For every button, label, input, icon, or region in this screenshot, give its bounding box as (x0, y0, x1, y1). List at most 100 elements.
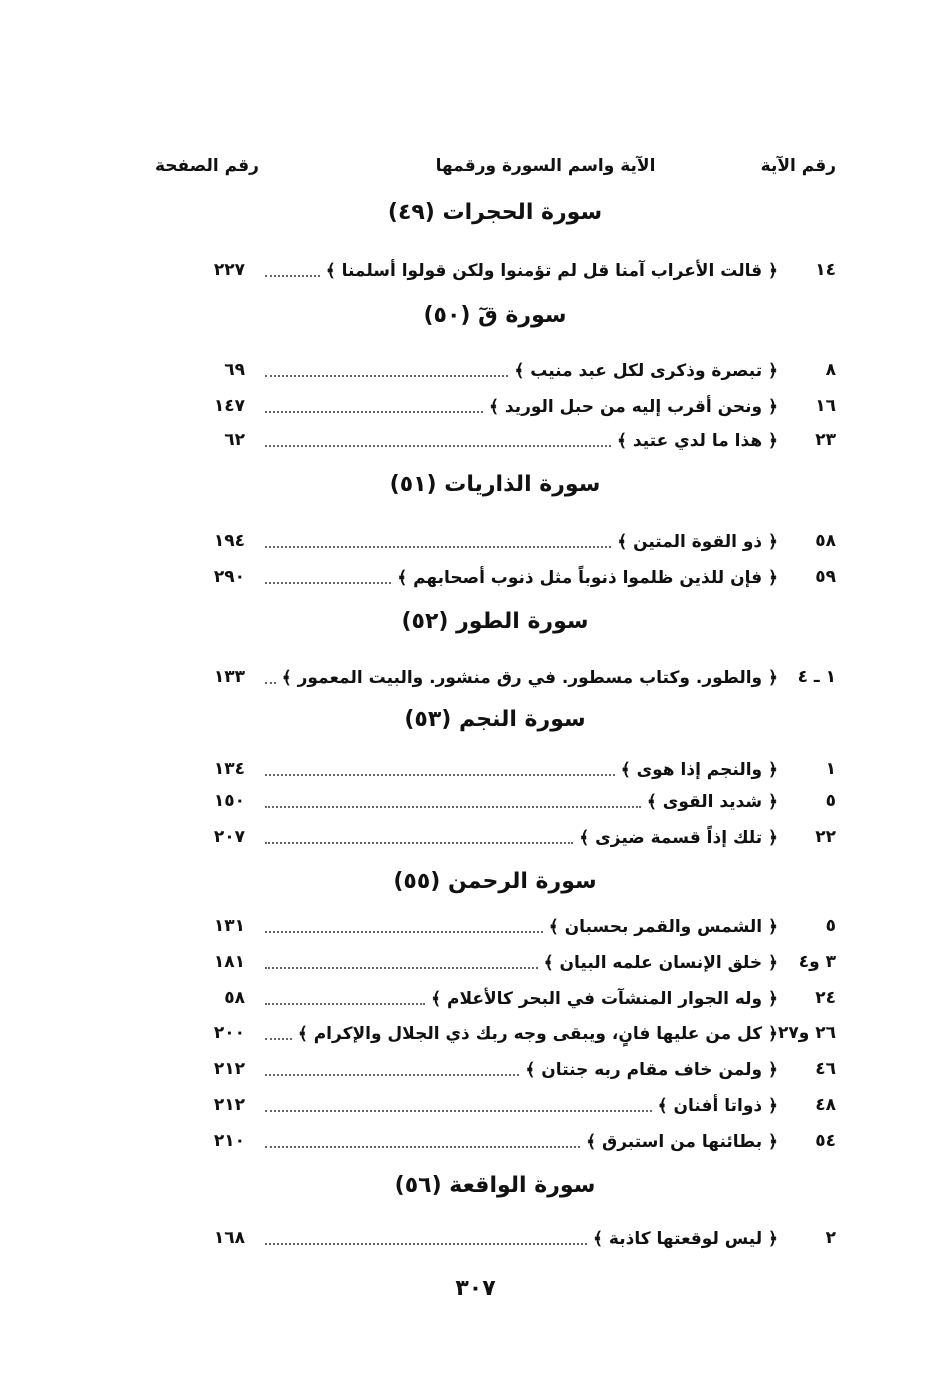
index-row: ٤٦ ﴿ ولمن خاف مقام ربه جنتان ﴾ ٢١٢ (150, 1054, 840, 1084)
dot-leader (265, 1110, 652, 1112)
index-row: ٥٨ ﴿ ذو القوة المتين ﴾ ١٩٤ (150, 526, 840, 556)
column-header-page-number: رقم الصفحة (155, 156, 259, 176)
verse-text: ﴿ هذا ما لدي عتيد ﴾ (617, 430, 778, 451)
verse-text: ﴿ ذواتا أفنان ﴾ (657, 1095, 778, 1116)
page-reference: ١٩٤ (213, 531, 245, 551)
index-row: ٢٤ ﴿ وله الجوار المنشآت في البحر كالأعلام… (150, 983, 840, 1013)
index-row: ٢٦ و٢٧ ﴿ كل من عليها فانٍ، ويبقى وجه ربك … (150, 1018, 840, 1048)
dot-leader (265, 445, 612, 447)
verse-number: ٥ (825, 916, 836, 936)
verse-number: ٢٣ (815, 430, 836, 450)
index-row: ١٦ ﴿ ونحن أقرب إليه من حبل الوريد ﴾ ١٤٧ (150, 391, 840, 421)
dot-leader (265, 806, 641, 808)
verse-number: ٨ (825, 360, 836, 380)
index-row: ١ ـ ٤ ﴿ والطور. وكتاب مسطور. في رق منشور.… (150, 662, 840, 692)
page-reference: ٢٩٠ (213, 567, 245, 587)
dot-leader (265, 967, 538, 969)
verse-number: ١ ـ ٤ (797, 667, 836, 687)
verse-number: ٥ (825, 791, 836, 811)
dot-leader (265, 931, 543, 933)
page-reference: ١٤٧ (213, 396, 245, 416)
verse-text: ﴿ ولمن خاف مقام ربه جنتان ﴾ (525, 1059, 778, 1080)
index-row: ١ ﴿ والنجم إذا هوى ﴾ ١٣٤ (150, 754, 840, 784)
verse-text: ﴿ شديد القوى ﴾ (646, 791, 778, 812)
page-reference: ٢١٢ (213, 1095, 245, 1115)
verse-text: ﴿ والنجم إذا هوى ﴾ (620, 759, 778, 780)
verse-number: ٢٢ (815, 827, 836, 847)
surah-heading: سورة الرحمن (٥٥) (393, 869, 597, 894)
verse-number: ١٤ (815, 260, 836, 280)
surah-heading: سورة النجم (٥٣) (404, 707, 586, 732)
page-reference: ٥٨ (224, 988, 245, 1008)
verse-text: ﴿ تبصرة وذكرى لكل عبد منيب ﴾ (514, 360, 778, 381)
verse-number: ٥٨ (815, 531, 836, 551)
dot-leader (265, 582, 392, 584)
verse-text: ﴿ ونحن أقرب إليه من حبل الوريد ﴾ (489, 396, 778, 417)
dot-leader (265, 1003, 426, 1005)
dot-leader (265, 275, 320, 277)
page-reference: ٢١٠ (213, 1131, 245, 1151)
surah-heading: سورة الحجرات (٤٩) (387, 200, 603, 225)
verse-number: ٤٦ (815, 1059, 836, 1079)
surah-heading: سورة الطور (٥٢) (401, 609, 589, 634)
page-reference: ١٨١ (213, 952, 245, 972)
page-reference: ٦٢ (224, 430, 245, 450)
page-reference: ١٥٠ (213, 791, 245, 811)
dot-leader (265, 682, 276, 684)
verse-text: ﴿ فإن للذين ظلموا ذنوباً مثل ذنوب أصحابه… (397, 567, 778, 588)
column-header-verse-number: رقم الآية (760, 156, 836, 176)
page-reference: ١٣٤ (213, 759, 245, 779)
index-row: ٨ ﴿ تبصرة وذكرى لكل عبد منيب ﴾ ٦٩ (150, 355, 840, 385)
verse-text: ﴿ ليس لوقعتها كاذبة ﴾ (593, 1228, 778, 1249)
page-reference: ١٦٨ (213, 1228, 245, 1248)
verse-text: ﴿ خلق الإنسان علمه البيان ﴾ (543, 952, 778, 973)
surah-heading: سورة الذاريات (٥١) (389, 472, 601, 497)
dot-leader (265, 411, 484, 413)
surah-heading: سورة قٓ (٥٠) (423, 303, 567, 328)
column-header-verse-and-surah: الآية واسم السورة ورقمها (435, 156, 656, 176)
verse-text: ﴿ كل من عليها فانٍ، ويبقى وجه ربك ذي الج… (297, 1023, 778, 1044)
verse-text: ﴿ بطائنها من استبرق ﴾ (586, 1131, 778, 1152)
index-row: ٥٩ ﴿ فإن للذين ظلموا ذنوباً مثل ذنوب أصحا… (150, 562, 840, 592)
dot-leader (265, 375, 509, 377)
page-reference: ٢١٢ (213, 1059, 245, 1079)
dot-leader (265, 1243, 588, 1245)
verse-number: ٣ و٤ (798, 952, 836, 972)
index-row: ٥ ﴿ شديد القوى ﴾ ١٥٠ (150, 786, 840, 816)
index-row: ٢ ﴿ ليس لوقعتها كاذبة ﴾ ١٦٨ (150, 1223, 840, 1253)
dot-leader (265, 1074, 520, 1076)
page-reference: ٦٩ (224, 360, 245, 380)
verse-number: ٥٤ (815, 1131, 836, 1151)
page-reference: ١٣٣ (213, 667, 245, 687)
index-row: ٤٨ ﴿ ذواتا أفنان ﴾ ٢١٢ (150, 1090, 840, 1120)
verse-number: ٥٩ (815, 567, 836, 587)
page-number: ٣٠٧ (455, 1276, 496, 1301)
index-row: ٣ و٤ ﴿ خلق الإنسان علمه البيان ﴾ ١٨١ (150, 947, 840, 977)
verse-text: ﴿ وله الجوار المنشآت في البحر كالأعلام ﴾ (431, 988, 778, 1009)
dot-leader (265, 1038, 292, 1040)
verse-number: ١ (825, 759, 836, 779)
verse-number: ١٦ (815, 396, 836, 416)
surah-heading: سورة الواقعة (٥٦) (394, 1173, 596, 1198)
dot-leader (265, 1146, 581, 1148)
verse-number: ٢ (825, 1228, 836, 1248)
index-row: ١٤ ﴿ قالت الأعراب آمنا قل لم تؤمنوا ولكن … (150, 255, 840, 285)
verse-text: ﴿ والطور. وكتاب مسطور. في رق منشور. والب… (281, 667, 778, 688)
page-reference: ٢٠٠ (213, 1023, 245, 1043)
verse-text: ﴿ قالت الأعراب آمنا قل لم تؤمنوا ولكن قو… (325, 260, 778, 281)
index-row: ٢٣ ﴿ هذا ما لدي عتيد ﴾ ٦٢ (150, 425, 840, 455)
verse-number: ٢٦ و٢٧ (777, 1023, 836, 1043)
page-reference: ٢٢٧ (213, 260, 245, 280)
verse-number: ٤٨ (815, 1095, 836, 1115)
page-reference: ١٣١ (213, 916, 245, 936)
dot-leader (265, 546, 612, 548)
index-row: ٢٢ ﴿ تلك إذاً قسمة ضيزى ﴾ ٢٠٧ (150, 822, 840, 852)
verse-text: ﴿ الشمس والقمر بحسبان ﴾ (548, 916, 778, 937)
dot-leader (265, 774, 615, 776)
index-row: ٥٤ ﴿ بطائنها من استبرق ﴾ ٢١٠ (150, 1126, 840, 1156)
verse-text: ﴿ ذو القوة المتين ﴾ (617, 531, 778, 552)
verse-text: ﴿ تلك إذاً قسمة ضيزى ﴾ (579, 827, 778, 848)
verse-number: ٢٤ (815, 988, 836, 1008)
dot-leader (265, 842, 574, 844)
page-reference: ٢٠٧ (213, 827, 245, 847)
